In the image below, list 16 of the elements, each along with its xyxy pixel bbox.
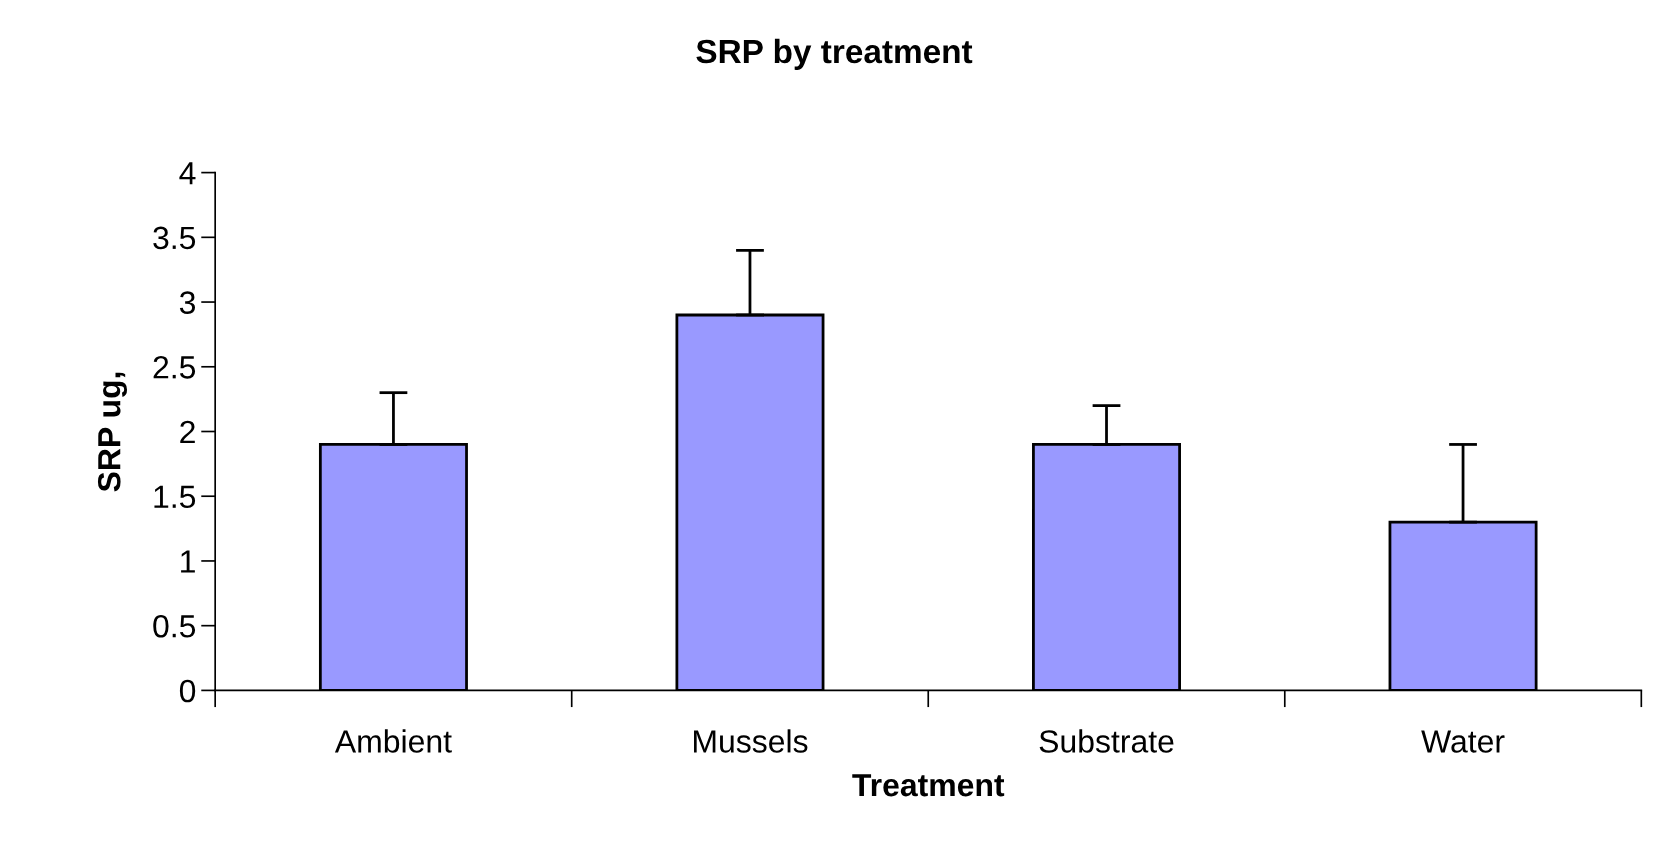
y-tick-label: 4 [179,162,196,185]
x-tick-label: Ambient [334,729,452,753]
x-tick-label: Water [1421,730,1505,753]
y-tick-label: 0 [179,679,196,703]
y-tick-label: 3.5 [153,226,196,250]
x-tick-label: Mussels [694,729,808,753]
y-tick-label: 3 [179,291,196,314]
y-tick-label: 2.5 [153,356,196,379]
y-tick-label: 1 [181,550,195,573]
y-tick-label: 2 [180,420,195,444]
x-tick-label: Substrate [1039,729,1174,753]
y-tick-label: 1.5 [154,485,196,509]
x-axis-title: Treatment [852,774,1005,797]
y-tick-label: 0.5 [153,614,196,638]
y-axis-title: SRP ug, [97,372,128,492]
chart-title: SRP by treatment [696,38,973,70]
